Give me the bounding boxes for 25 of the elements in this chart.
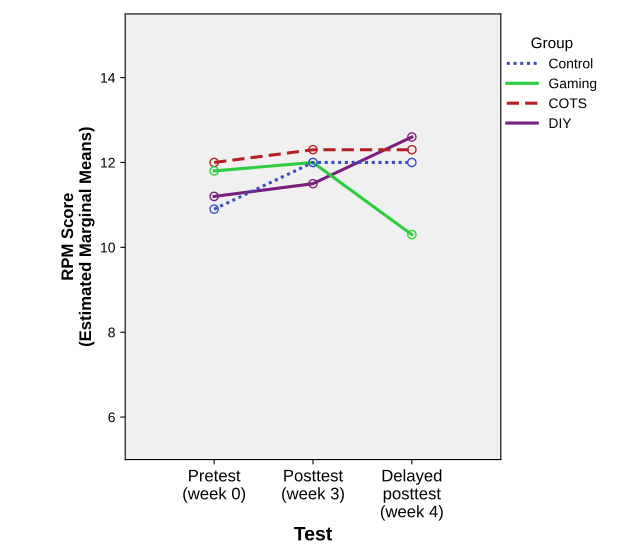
y-tick-label: 8	[108, 328, 115, 338]
x-tick-label: Posttest (week 3)	[282, 470, 344, 503]
point	[209, 166, 220, 176]
point	[406, 132, 417, 142]
legend-label: COTS	[549, 98, 586, 108]
y-tick-label: 12	[101, 158, 115, 168]
legend-label: Gaming	[549, 78, 596, 92]
point	[308, 144, 318, 155]
x-tick-label: Pretest (week 0)	[183, 470, 246, 503]
x-axis-title: Test	[294, 526, 332, 541]
y-axis-title: RPM Score (Estimated Marginal Means)	[61, 127, 94, 346]
point	[406, 230, 417, 240]
y-tick-label: 6	[108, 412, 115, 422]
point	[406, 144, 417, 155]
y-tick-label: 14	[101, 73, 116, 83]
point	[209, 158, 220, 168]
legend-title: Group	[531, 37, 573, 52]
point	[209, 192, 220, 202]
point	[406, 158, 417, 168]
x-tick-label: Delayed posttest (week 4)	[380, 469, 443, 521]
y-tick-label: 10	[101, 242, 115, 253]
legend-label: Control	[549, 58, 592, 68]
legend-label: DIY	[550, 118, 572, 128]
point	[209, 204, 220, 214]
point	[308, 178, 318, 189]
